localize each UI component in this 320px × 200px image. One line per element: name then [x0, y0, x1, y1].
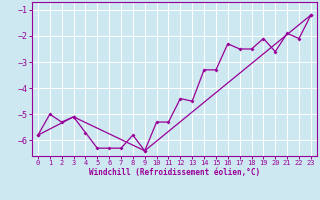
X-axis label: Windchill (Refroidissement éolien,°C): Windchill (Refroidissement éolien,°C) [89, 168, 260, 177]
